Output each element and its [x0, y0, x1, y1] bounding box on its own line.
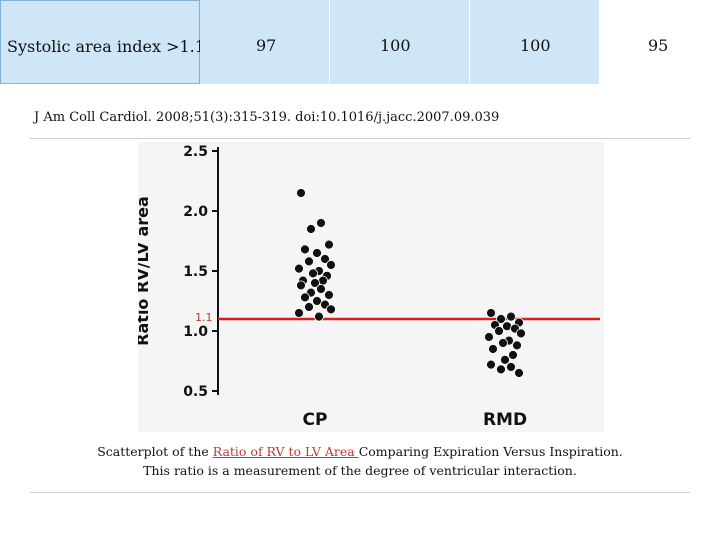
value-3: 100 — [520, 36, 551, 55]
data-point — [310, 278, 320, 288]
data-point — [296, 280, 306, 291]
data-point — [316, 284, 326, 294]
caption-suffix: Comparing Expiration Versus Inspiration. — [358, 444, 623, 459]
data-point — [312, 296, 322, 306]
data-point — [516, 328, 526, 339]
row-label-cell: Systolic area index >1.1 — [0, 0, 205, 84]
value-cell-3: 100 — [470, 0, 600, 84]
data-point — [300, 292, 310, 303]
data-point — [324, 290, 334, 300]
y-tick-label: 2.0 — [183, 204, 208, 220]
data-point — [496, 364, 506, 375]
data-point — [294, 308, 304, 318]
data-point — [304, 256, 314, 267]
data-point — [308, 268, 318, 279]
data-point — [506, 362, 516, 372]
divider — [30, 492, 690, 493]
data-point — [300, 244, 310, 255]
citation: J Am Coll Cardiol. 2008;51(3):315-319. d… — [34, 110, 500, 125]
data-table-row: Systolic area index >1.1 97 100 100 95 — [0, 0, 720, 84]
data-point — [296, 188, 306, 198]
data-point — [514, 368, 524, 378]
data-point — [498, 338, 508, 348]
data-point — [314, 311, 324, 322]
data-point — [320, 254, 330, 264]
data-point — [318, 275, 328, 286]
x-category-label: RMD — [483, 410, 527, 430]
data-point — [508, 350, 518, 360]
data-point — [312, 248, 322, 258]
data-point — [512, 340, 522, 351]
y-tick-label: 2.5 — [183, 144, 208, 160]
value-cell-1: 97 — [200, 0, 330, 84]
value-1: 97 — [256, 36, 277, 55]
y-tick-label: 1.5 — [183, 264, 208, 280]
caption-line-2: This ratio is a measurement of the degre… — [143, 463, 577, 478]
y-axis-label: Ratio RV/LV area — [138, 196, 152, 346]
value-cell-2: 100 — [330, 0, 470, 84]
data-point — [488, 344, 498, 354]
y-tick-label: 1.0 — [183, 324, 208, 340]
cutoff-label: 1.1 — [195, 311, 213, 324]
data-point — [494, 326, 504, 336]
divider — [30, 138, 690, 139]
data-point — [294, 263, 304, 274]
data-point — [502, 321, 512, 332]
value-cell-4: 95 — [600, 0, 720, 84]
data-point — [326, 304, 336, 315]
data-point — [500, 354, 510, 365]
data-point — [304, 302, 314, 312]
data-point — [326, 260, 336, 270]
value-2: 100 — [380, 36, 411, 55]
data-point — [506, 311, 516, 322]
data-point — [486, 359, 496, 370]
scatter-chart: 2.5 2.0 1.5 1.0 0.5 Ratio RV/LV area CP RMD — [138, 144, 600, 430]
data-point — [486, 308, 496, 318]
y-tick-label: 0.5 — [183, 384, 208, 400]
value-4: 95 — [648, 36, 669, 55]
caption-link[interactable]: Ratio of RV to LV Area — [212, 444, 359, 459]
caption-prefix: Scatterplot of the — [97, 444, 213, 459]
data-point — [496, 314, 506, 324]
row-label: Systolic area index >1.1 — [7, 37, 205, 56]
caption-line-1: Scatterplot of the Ratio of RV to LV Are… — [0, 444, 720, 459]
data-point — [324, 239, 334, 250]
data-point — [306, 224, 316, 234]
data-point — [316, 218, 326, 228]
chart-area: 2.5 2.0 1.5 1.0 0.5 Ratio RV/LV area CP RMD — [138, 142, 604, 432]
data-point — [484, 332, 494, 342]
x-category-label: CP — [303, 410, 328, 430]
